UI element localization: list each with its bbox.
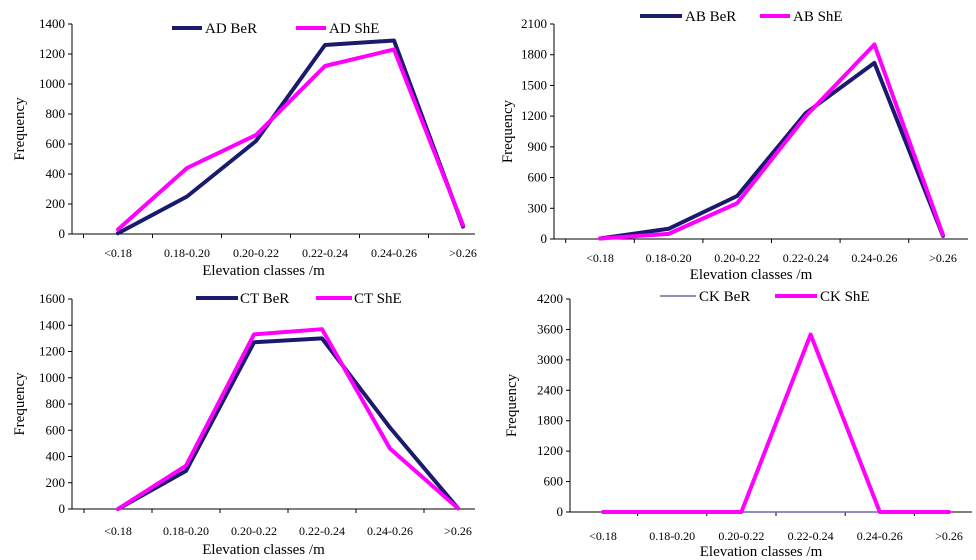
y-tick-label: 1600 (39, 291, 65, 306)
x-tick-label: 0.18-0.20 (163, 524, 209, 538)
chart-panel-4: 0 600 1200 1800 2400 3000 3600 4200 <0.18 0.18-0.… (504, 289, 972, 560)
y-tick-label: 600 (544, 474, 564, 489)
chart-panel-3: 0 200 400 600 800 1000 1200 1400 1600 <0.18 0.18-0… (12, 291, 475, 558)
x-tick-label: 0.22-0.24 (788, 529, 834, 543)
series-line-2 (601, 332, 951, 514)
x-tick-label: 0.24-0.26 (857, 529, 903, 543)
y-tick-label: 1200 (521, 108, 547, 123)
y-tick-label: 3000 (537, 352, 563, 367)
y-tick-label: 600 (528, 170, 548, 185)
x-tick-label: <0.18 (104, 524, 132, 538)
y-tick-label: 1200 (39, 344, 65, 359)
series-line-2 (116, 47, 465, 232)
series-line-2 (116, 327, 460, 511)
y-tick-label: 800 (46, 106, 66, 121)
x-tick-label: 0.22-0.24 (302, 246, 348, 260)
y-axis-title: Frequency (12, 372, 28, 436)
x-axis-title: Elevation classes /m (700, 544, 823, 560)
y-tick-label: 900 (528, 139, 548, 154)
x-tick-label: >0.26 (444, 524, 472, 538)
y-tick-label: 1400 (39, 16, 65, 31)
x-tick-label: 0.24-0.26 (851, 251, 897, 265)
x-tick-label: 0.20-0.22 (231, 524, 277, 538)
legend-label-1: AD BeR (205, 21, 257, 37)
y-tick-label: 0 (557, 504, 564, 519)
y-tick-label: 1800 (521, 47, 547, 62)
x-tick-label: 0.24-0.26 (367, 524, 413, 538)
y-tick-label: 1800 (537, 413, 563, 428)
y-tick-label: 200 (46, 196, 66, 211)
x-tick-label: 0.22-0.24 (299, 524, 345, 538)
y-axis-title: Frequency (504, 373, 520, 437)
x-axis-title: Elevation classes /m (202, 263, 325, 279)
legend-label-1: AB BeR (685, 9, 736, 25)
legend-label-1: CT BeR (240, 291, 289, 307)
series-line-2 (598, 42, 945, 241)
y-tick-label: 2100 (521, 16, 547, 31)
y-tick-label: 1200 (39, 46, 65, 61)
y-tick-label: 4200 (537, 291, 563, 306)
y-axis-title: Frequency (12, 97, 28, 161)
y-tick-label: 1000 (39, 76, 65, 91)
y-tick-label: 600 (46, 422, 66, 437)
series-line-1 (598, 60, 945, 241)
y-tick-label: 800 (46, 396, 66, 411)
x-axis-title: Elevation classes /m (202, 542, 325, 558)
x-axis-title: Elevation classes /m (690, 267, 813, 283)
legend-label-1: CK BeR (699, 289, 750, 305)
x-tick-label: >0.26 (935, 529, 963, 543)
x-tick-label: 0.18-0.20 (649, 529, 695, 543)
y-tick-label: 0 (59, 226, 66, 241)
y-tick-label: 600 (46, 136, 66, 151)
y-tick-label: 300 (528, 200, 548, 215)
chart-panel-1: 0 200 400 600 800 1000 1200 1400 <0.18 0.18-0.20 0… (12, 16, 477, 279)
y-tick-label: 1000 (39, 370, 65, 385)
y-tick-label: 3600 (537, 321, 563, 336)
y-tick-label: 0 (541, 231, 548, 246)
x-tick-label: 0.22-0.24 (783, 251, 829, 265)
y-tick-label: 400 (46, 449, 66, 464)
x-tick-label: <0.18 (589, 529, 617, 543)
series-line-1 (116, 336, 460, 511)
legend-label-2: AB ShE (793, 9, 843, 25)
legend-label-2: CK ShE (820, 289, 870, 305)
x-tick-label: >0.26 (929, 251, 957, 265)
y-tick-label: 200 (46, 475, 66, 490)
x-tick-label: 0.18-0.20 (646, 251, 692, 265)
y-tick-label: 0 (59, 501, 66, 516)
y-tick-label: 400 (46, 166, 66, 181)
x-tick-label: 0.18-0.20 (164, 246, 210, 260)
y-axis-title: Frequency (500, 99, 516, 163)
x-tick-label: <0.18 (104, 246, 132, 260)
y-tick-label: 1500 (521, 77, 547, 92)
x-tick-label: 0.20-0.22 (714, 251, 760, 265)
legend-label-2: CT ShE (354, 291, 402, 307)
x-tick-label: 0.24-0.26 (371, 246, 417, 260)
series-line-1 (116, 38, 465, 236)
chart-panel-2: 0 300 600 900 1200 1500 1800 2100 <0.18 0.18-0.20… (500, 9, 968, 283)
legend-label-2: AD ShE (329, 21, 379, 37)
y-tick-label: 1400 (39, 317, 65, 332)
y-tick-label: 2400 (537, 382, 563, 397)
x-tick-label: <0.18 (586, 251, 614, 265)
y-tick-label: 1200 (537, 443, 563, 458)
x-tick-label: >0.26 (449, 246, 477, 260)
x-tick-label: 0.20-0.22 (233, 246, 279, 260)
x-tick-label: 0.20-0.22 (718, 529, 764, 543)
